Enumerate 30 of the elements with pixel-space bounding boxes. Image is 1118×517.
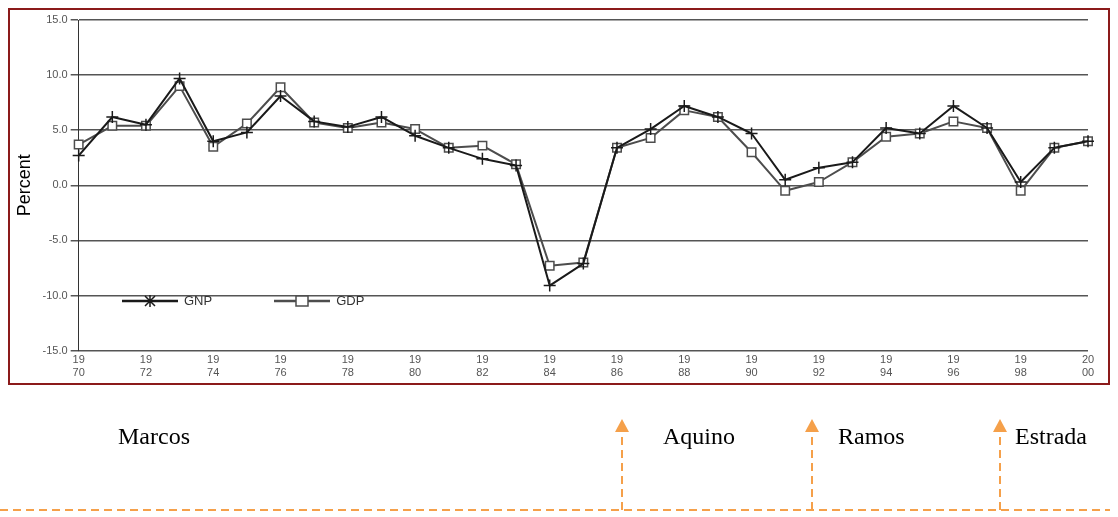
legend-label: GNP <box>184 293 213 308</box>
legend-label: GDP <box>336 293 365 308</box>
x-tick-label: 19 96 <box>947 353 960 379</box>
text: Ramos <box>838 423 905 450</box>
y-tick-label: -10.0 <box>42 288 68 301</box>
x-tick-label: 19 72 <box>139 353 153 379</box>
x-tick-label: 19 88 <box>678 353 691 379</box>
x-tick-label: 19 94 <box>880 353 893 379</box>
x-tick-label: 19 92 <box>812 353 825 379</box>
x-tick-label: 19 70 <box>72 353 85 379</box>
x-tick-label: 19 90 <box>745 353 758 379</box>
y-tick-label: 5.0 <box>52 123 68 136</box>
x-tick-label: 19 86 <box>610 353 624 379</box>
x-tick-label: 19 76 <box>274 353 287 379</box>
x-tick-label: 20 00 <box>1081 353 1095 379</box>
text: Marcos <box>118 423 190 450</box>
y-tick-label: -15.0 <box>42 343 68 356</box>
text: Aquino <box>663 423 735 450</box>
y-tick-label: -5.0 <box>48 233 68 246</box>
text: Estrada <box>1015 423 1087 450</box>
y-tick-label: 10.0 <box>46 68 68 81</box>
x-tick-label: 19 80 <box>408 353 422 379</box>
x-tick-label: 19 74 <box>207 353 220 379</box>
x-tick-label: 19 84 <box>543 353 556 379</box>
y-tick-label: 0.0 <box>52 178 68 191</box>
x-tick-label: 19 78 <box>341 353 354 379</box>
y-tick-label: 15.0 <box>46 13 68 26</box>
x-tick-label: 19 98 <box>1014 353 1027 379</box>
x-tick-label: 19 82 <box>476 353 489 379</box>
y-axis-title: Percent <box>13 154 34 217</box>
